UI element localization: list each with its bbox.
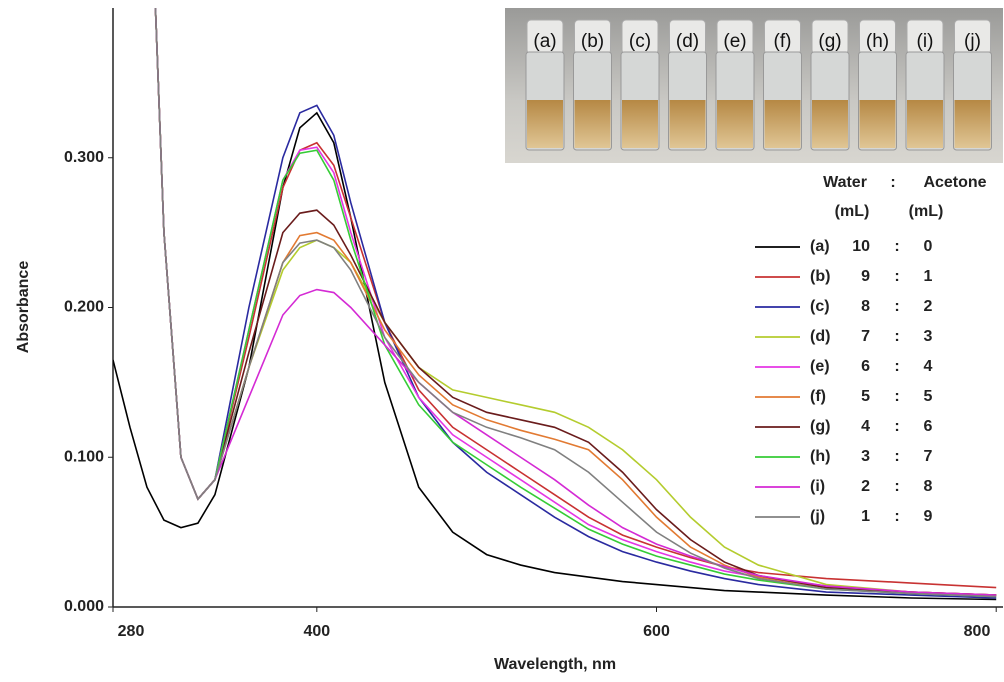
legend-separator: : bbox=[894, 418, 899, 435]
legend: Water : Acetone (mL) (mL) (a) 10: 0 (b) 9: 1 (… bbox=[755, 174, 987, 525]
legend-label: (g) bbox=[810, 418, 830, 435]
legend-separator: : bbox=[894, 358, 899, 375]
legend-acetone: 9 bbox=[924, 508, 933, 525]
legend-label: (f) bbox=[810, 388, 826, 405]
photo-label: (h) bbox=[866, 31, 889, 52]
legend-separator: : bbox=[894, 238, 899, 255]
legend-acetone: 8 bbox=[924, 478, 933, 495]
y-tick-label: 0.200 bbox=[64, 299, 104, 316]
vial-liquid bbox=[622, 100, 658, 148]
legend-label: (c) bbox=[810, 298, 830, 315]
legend-acetone: 0 bbox=[924, 238, 933, 255]
legend-header-unit: (mL) bbox=[909, 203, 944, 220]
photo-label: (b) bbox=[581, 31, 604, 52]
x-tick-label: 800 bbox=[964, 623, 991, 640]
legend-acetone: 6 bbox=[924, 418, 933, 435]
x-tick-label: 280 bbox=[118, 623, 145, 640]
vial-liquid bbox=[669, 100, 706, 148]
legend-label: (d) bbox=[810, 328, 830, 345]
plot-area bbox=[113, 8, 997, 601]
legend-label: (a) bbox=[810, 238, 830, 255]
photo-label: (f) bbox=[774, 31, 792, 52]
series-line bbox=[154, 8, 997, 598]
photo-label: (e) bbox=[723, 31, 746, 52]
legend-water: 9 bbox=[861, 268, 870, 285]
legend-header-water: Water bbox=[823, 174, 867, 191]
series-line bbox=[113, 111, 997, 601]
x-tick-label: 400 bbox=[303, 623, 330, 640]
legend-separator: : bbox=[894, 508, 899, 525]
inset-photo: (a) (b) (c) (d) (e) (f) (g) (h) (i) (j) bbox=[505, 8, 1003, 163]
legend-header-separator: : bbox=[890, 174, 895, 191]
legend-acetone: 5 bbox=[924, 388, 933, 405]
legend-separator: : bbox=[894, 388, 899, 405]
legend-water: 2 bbox=[861, 478, 870, 495]
legend-label: (e) bbox=[810, 358, 830, 375]
legend-water: 6 bbox=[861, 358, 870, 375]
photo-label: (d) bbox=[676, 31, 699, 52]
legend-water: 7 bbox=[861, 328, 870, 345]
legend-label: (h) bbox=[810, 448, 830, 465]
photo-label: (j) bbox=[964, 31, 981, 52]
legend-water: 4 bbox=[861, 418, 870, 435]
legend-label: (i) bbox=[810, 478, 825, 495]
y-tick-label: 0.000 bbox=[64, 598, 104, 615]
vial-liquid bbox=[859, 100, 896, 148]
x-tick-label: 600 bbox=[643, 623, 670, 640]
photo-label: (i) bbox=[917, 31, 934, 52]
legend-label: (b) bbox=[810, 268, 830, 285]
legend-separator: : bbox=[894, 328, 899, 345]
legend-separator: : bbox=[894, 268, 899, 285]
legend-header-unit: (mL) bbox=[835, 203, 870, 220]
legend-label: (j) bbox=[810, 508, 825, 525]
legend-water: 1 bbox=[861, 508, 870, 525]
legend-water: 10 bbox=[852, 238, 870, 255]
vial-liquid bbox=[812, 100, 848, 148]
legend-separator: : bbox=[894, 478, 899, 495]
y-axis-title: Absorbance bbox=[15, 261, 32, 354]
vial-liquid bbox=[954, 100, 991, 148]
photo-label: (a) bbox=[533, 31, 556, 52]
legend-acetone: 1 bbox=[924, 268, 933, 285]
vial-liquid bbox=[574, 100, 611, 148]
vial-liquid bbox=[907, 100, 943, 148]
legend-acetone: 4 bbox=[924, 358, 933, 375]
x-axis-title: Wavelength, nm bbox=[494, 656, 616, 673]
y-tick-label: 0.100 bbox=[64, 448, 104, 465]
legend-water: 8 bbox=[861, 298, 870, 315]
legend-acetone: 7 bbox=[924, 448, 933, 465]
legend-acetone: 3 bbox=[924, 328, 933, 345]
legend-header-acetone: Acetone bbox=[923, 174, 986, 191]
legend-water: 5 bbox=[861, 388, 870, 405]
vial-liquid bbox=[764, 100, 801, 148]
vial-liquid bbox=[527, 100, 563, 148]
legend-separator: : bbox=[894, 298, 899, 315]
legend-water: 3 bbox=[861, 448, 870, 465]
vial-liquid bbox=[717, 100, 753, 148]
legend-acetone: 2 bbox=[924, 298, 933, 315]
photo-label: (g) bbox=[818, 31, 841, 52]
y-tick-label: 0.300 bbox=[64, 149, 104, 166]
photo-label: (c) bbox=[629, 31, 651, 52]
legend-separator: : bbox=[894, 448, 899, 465]
